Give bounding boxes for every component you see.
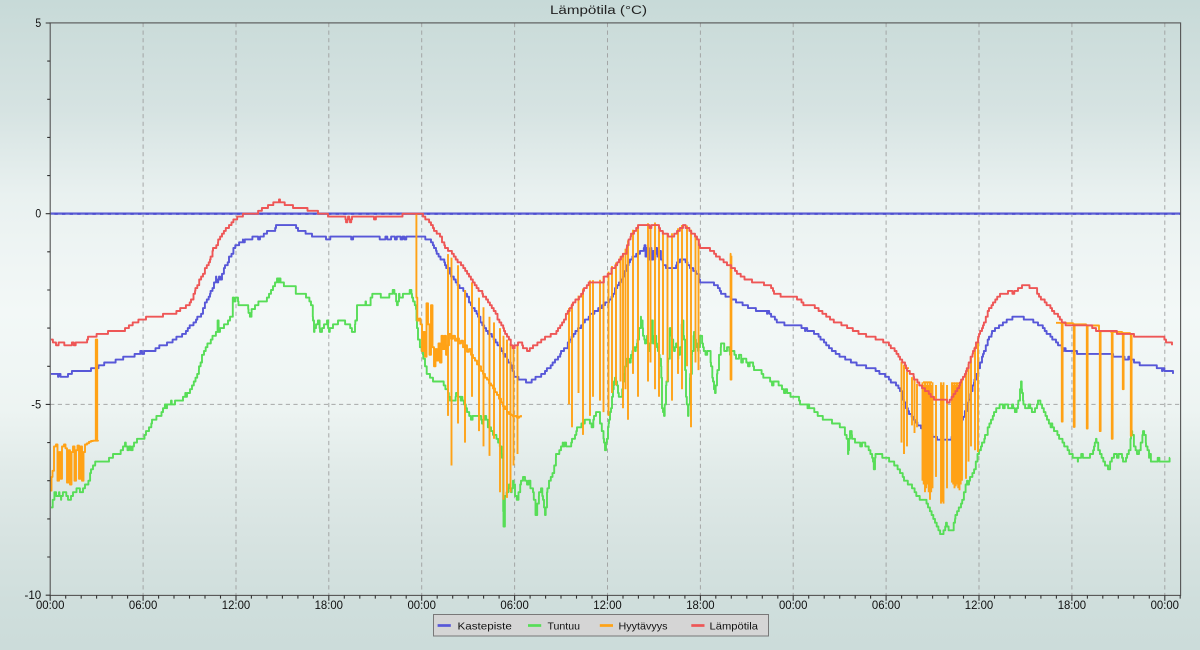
svg-text:Tuntuu: Tuntuu (548, 622, 581, 633)
svg-text:5: 5 (35, 16, 41, 30)
svg-text:00:00: 00:00 (36, 598, 65, 612)
svg-text:Hyytävyys: Hyytävyys (619, 622, 668, 633)
svg-text:00:00: 00:00 (1151, 598, 1180, 612)
svg-text:-5: -5 (31, 397, 41, 411)
svg-text:06:00: 06:00 (872, 598, 901, 612)
svg-text:Lämpötila (°C): Lämpötila (°C) (550, 5, 647, 17)
svg-text:12:00: 12:00 (593, 598, 622, 612)
svg-text:12:00: 12:00 (222, 598, 251, 612)
svg-text:06:00: 06:00 (129, 598, 158, 612)
svg-text:18:00: 18:00 (315, 598, 344, 612)
svg-text:06:00: 06:00 (500, 598, 529, 612)
svg-text:18:00: 18:00 (686, 598, 715, 612)
svg-text:18:00: 18:00 (1058, 598, 1087, 612)
svg-text:0: 0 (35, 207, 41, 221)
svg-text:00:00: 00:00 (779, 598, 808, 612)
svg-text:00:00: 00:00 (408, 598, 437, 612)
svg-text:Kastepiste: Kastepiste (458, 622, 513, 633)
svg-text:12:00: 12:00 (965, 598, 994, 612)
svg-text:Lämpötila: Lämpötila (710, 622, 759, 633)
svg-text:-10: -10 (25, 588, 42, 602)
